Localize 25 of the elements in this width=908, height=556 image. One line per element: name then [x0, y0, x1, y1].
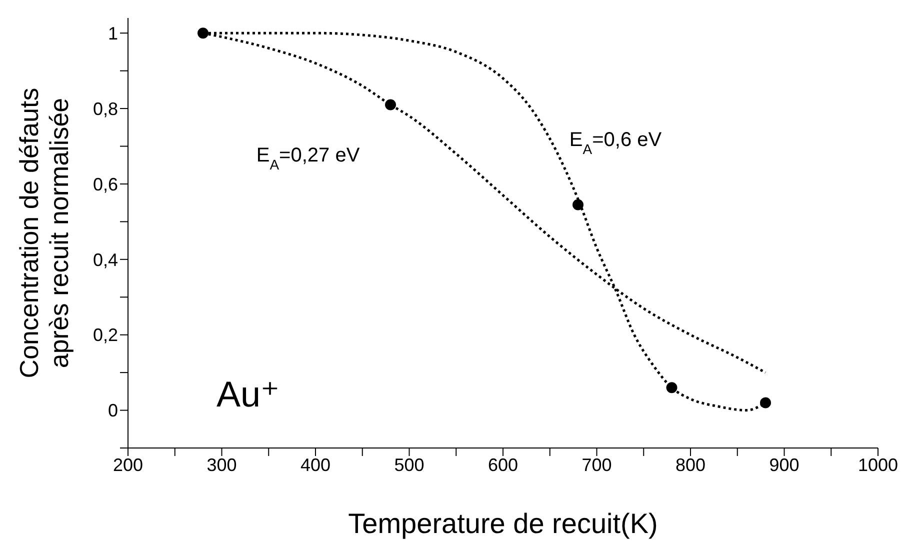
- x-tick-label: 300: [206, 454, 237, 475]
- point: [572, 199, 584, 210]
- x-tick-label: 500: [394, 454, 424, 475]
- x-tick-label: 800: [675, 454, 706, 475]
- y-tick-label: 0,8: [92, 98, 118, 119]
- x-tick-label: 1000: [858, 454, 898, 475]
- y-tick-label: 1: [108, 23, 118, 44]
- point: [198, 28, 208, 39]
- point: [666, 382, 678, 394]
- x-tick-label: 600: [488, 454, 518, 475]
- annotation: E$_{A}$=0,27 eV: [256, 144, 360, 172]
- x-tick-label: 900: [769, 454, 800, 475]
- y-tick-label: 0: [108, 400, 118, 421]
- x-tick-label: 700: [582, 454, 612, 475]
- point: [760, 397, 771, 408]
- x-tick-label: 200: [112, 454, 144, 475]
- y-tick-label: 0,4: [92, 250, 118, 270]
- point: [385, 99, 396, 110]
- y-tick-label: 0,2: [92, 325, 118, 346]
- x-axis-title: Temperature de recuit(K): [348, 508, 658, 539]
- x-tick-label: 400: [300, 454, 331, 475]
- y-axis-title: Concentration de défauts après recuit normalisée: [14, 88, 74, 378]
- annotation: Au⁺: [216, 374, 280, 415]
- y-tick-label: 0,6: [92, 174, 118, 194]
- annotation: E$_{A}$=0,6 eV: [569, 129, 662, 158]
